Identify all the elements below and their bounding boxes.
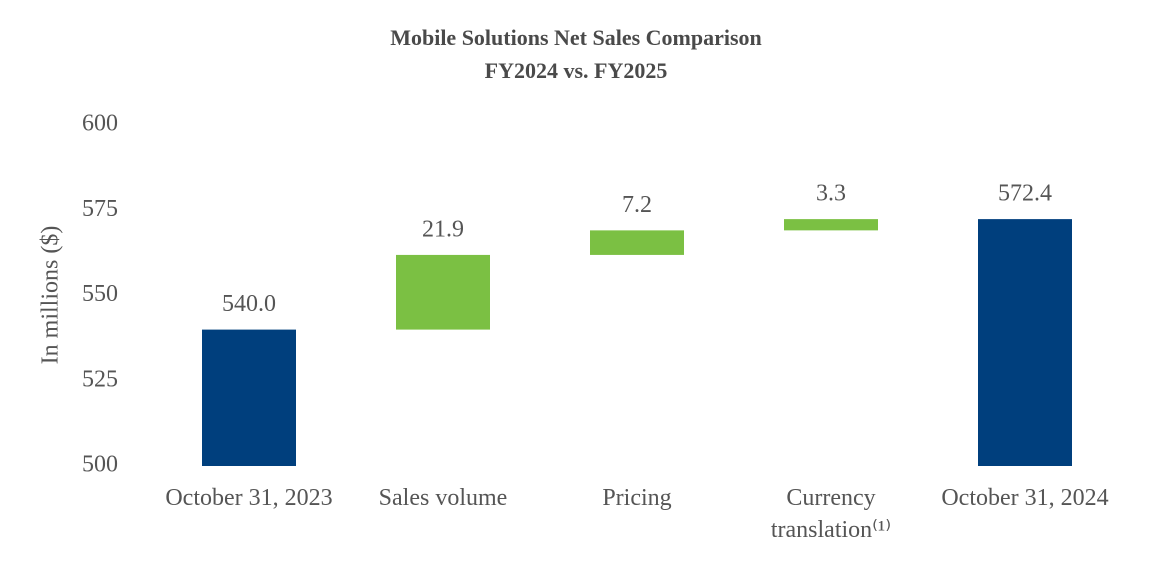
y-tick-label: 600 (82, 111, 118, 137)
y-axis-label: In millions ($) (38, 226, 64, 365)
bar (202, 329, 296, 466)
y-tick-label: 525 (82, 366, 118, 392)
value-label: 3.3 (816, 181, 846, 207)
x-tick-label: October 31, 2023 (165, 485, 333, 511)
bar (784, 219, 878, 231)
bar (978, 219, 1072, 466)
chart-title: Mobile Solutions Net Sales Comparison (390, 25, 762, 50)
x-tick-label: Pricing (602, 485, 672, 511)
y-tick-label: 550 (82, 281, 118, 307)
bar (396, 254, 490, 330)
value-label: 572.4 (998, 181, 1052, 207)
value-label: 7.2 (622, 192, 652, 218)
chart-subtitle: FY2024 vs. FY2025 (485, 58, 668, 83)
bar (590, 230, 684, 255)
value-label: 540.0 (222, 291, 276, 317)
y-tick-label: 500 (82, 452, 118, 478)
y-tick-label: 575 (82, 196, 118, 222)
x-tick-label: Sales volume (378, 485, 508, 511)
value-label: 21.9 (422, 216, 464, 242)
x-tick-label: October 31, 2024 (941, 485, 1109, 511)
x-tick-label: Currency translation⁽¹⁾ (770, 485, 892, 543)
